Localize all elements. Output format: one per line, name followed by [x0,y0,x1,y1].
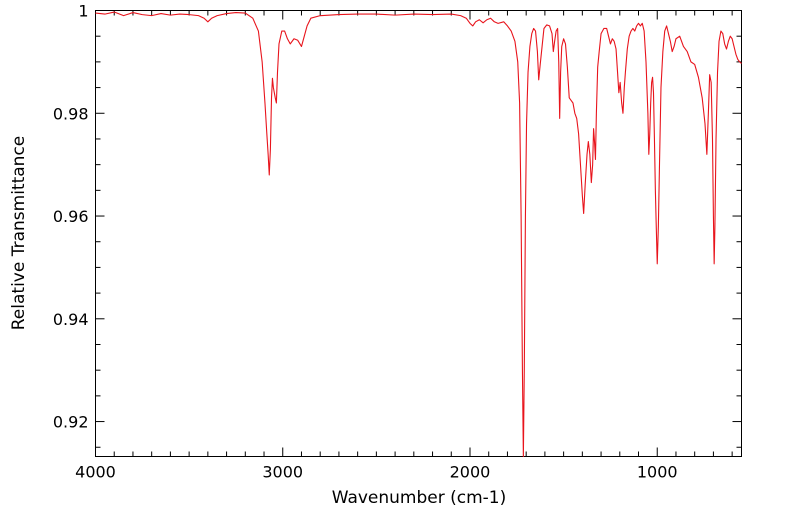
y-axis-title: Relative Transmittance [9,136,29,331]
x-tick-label: 3000 [262,463,303,482]
plot-frame [95,10,742,457]
y-tick-label: 0.96 [53,207,89,226]
spectrum-series-line [95,11,742,458]
y-tick-label: 1 [78,2,88,21]
x-tick-label: 4000 [75,463,116,482]
y-tick-label: 0.94 [53,310,89,329]
y-tick-label: 0.92 [53,413,89,432]
x-tick-label: 2000 [450,463,491,482]
x-axis-title: Wavenumber (cm-1) [332,488,507,508]
x-tick-label: 1000 [637,463,678,482]
y-tick-label: 0.98 [53,104,89,123]
axis-tick-labels: 4000 3000 2000 1000 0.92 0.94 0.96 0.98 1 [53,2,678,482]
